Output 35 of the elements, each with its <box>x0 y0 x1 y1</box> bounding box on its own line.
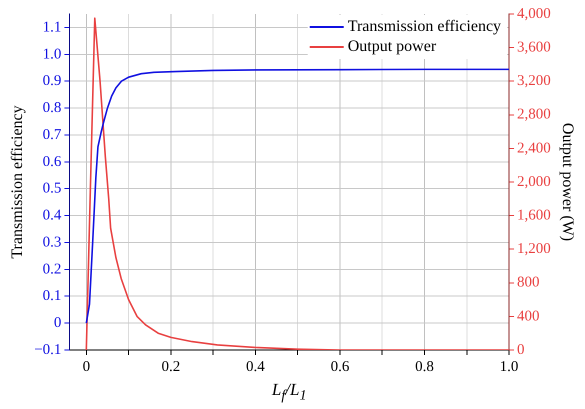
y2-tick-label: 2,400 <box>517 140 551 156</box>
y-axis-title: Transmission efficiency <box>8 105 26 259</box>
y-tick-label: 0 <box>54 315 62 332</box>
y2-tick-label: 0 <box>517 342 525 358</box>
y-tick-label: 0.1 <box>42 288 62 304</box>
legend-label: Output power <box>348 38 437 56</box>
x-tick-label: 1.0 <box>500 358 518 375</box>
x-tick-label: 0.4 <box>246 358 266 375</box>
y-tick-label: 0.5 <box>42 180 62 197</box>
y-tick-label: 0.3 <box>42 234 62 250</box>
y-tick-label: 0.7 <box>42 126 62 143</box>
y2-tick-label: 400 <box>517 308 540 324</box>
y2-tick-label: 2,000 <box>517 174 551 190</box>
y2-tick-label: 800 <box>517 274 540 291</box>
y-tick-label: 0.8 <box>42 100 62 116</box>
y2-axis-title: Output power (W) <box>559 122 576 242</box>
y2-tick-label: 3,600 <box>517 40 551 56</box>
y2-tick-label: 4,000 <box>517 6 551 22</box>
y-tick-label: 1.0 <box>42 46 62 62</box>
y2-tick-label: 3,200 <box>517 73 551 90</box>
x-axis-title: L$_{f}$/L$_{1}$ <box>272 380 307 404</box>
x-tick-label: 0.2 <box>161 358 180 375</box>
y2-tick-label: 1,200 <box>517 241 551 258</box>
y-tick-label: 0.9 <box>42 73 62 90</box>
legend-label: Transmission efficiency <box>348 18 502 36</box>
y-tick-label: 0.6 <box>42 154 62 170</box>
x-tick-label: 0 <box>82 358 90 375</box>
x-tick-label: 0.8 <box>415 358 434 375</box>
y-tick-label: −0.1 <box>34 342 62 358</box>
y-tick-label: 0.2 <box>42 261 62 278</box>
y-tick-label: 0.4 <box>42 208 62 224</box>
x-tick-label: 0.6 <box>330 358 350 375</box>
y-tick-label: 1.1 <box>42 19 62 36</box>
y2-tick-label: 2,800 <box>517 106 551 123</box>
y2-tick-label: 1,600 <box>517 208 551 224</box>
